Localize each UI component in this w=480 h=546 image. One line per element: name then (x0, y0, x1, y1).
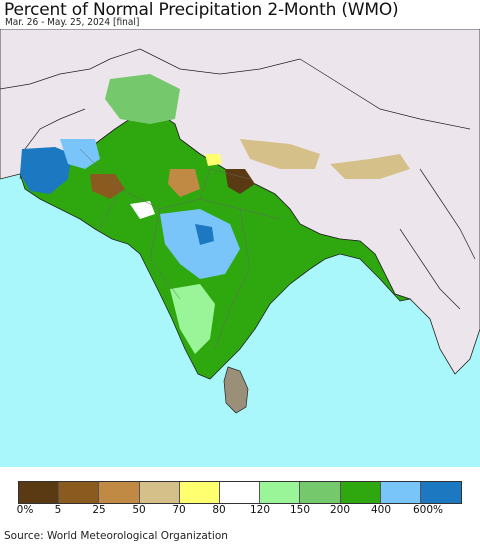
blue-patch-west (20, 147, 72, 194)
legend-label: 150 (289, 504, 311, 516)
legend-label: 600% (412, 504, 444, 516)
legend-label: 70 (172, 504, 186, 516)
legend-swatch (19, 482, 60, 503)
legend-label: 5 (54, 504, 62, 516)
map-title: Percent of Normal Precipitation 2-Month … (4, 0, 399, 20)
legend-swatch (260, 482, 301, 503)
legend-swatch (179, 482, 220, 503)
tan-patch-north (240, 139, 320, 169)
legend-swatch (59, 482, 100, 503)
legend-swatch (380, 482, 421, 503)
legend-label: 120 (249, 504, 271, 516)
legend-label: 200 (329, 504, 351, 516)
blue-spot-center (195, 224, 214, 245)
pale-green-south (170, 284, 215, 354)
legend-swatch (139, 482, 180, 503)
sri-lanka (223, 366, 249, 414)
brown-patch-2 (225, 169, 255, 194)
map-subtitle: Mar. 26 - May. 25, 2024 [final] (5, 17, 140, 28)
neighbor-borders (0, 48, 476, 310)
tan-patch-east (330, 154, 410, 179)
legend-label: 80 (212, 504, 226, 516)
legend-label: 25 (92, 504, 106, 516)
white-patch (130, 201, 155, 219)
legend-swatch (99, 482, 140, 503)
state-borders (79, 148, 281, 350)
legend-swatch (340, 482, 381, 503)
source-credit: Source: World Meteorological Organizatio… (4, 530, 228, 542)
brown-patch-1 (90, 174, 125, 199)
light-green-north (105, 74, 180, 124)
legend-label: 400 (370, 504, 392, 516)
precipitation-map (0, 29, 480, 467)
legend-swatch (300, 482, 341, 503)
legend-swatch (420, 482, 462, 503)
blue-patch-west-2 (60, 139, 100, 169)
legend-swatch (219, 482, 261, 503)
yellow-patch (205, 154, 222, 166)
legend-label: 50 (132, 504, 146, 516)
legend-label: 0% (16, 504, 34, 516)
legend-bar (18, 481, 463, 504)
brown-patch-3 (168, 169, 200, 197)
